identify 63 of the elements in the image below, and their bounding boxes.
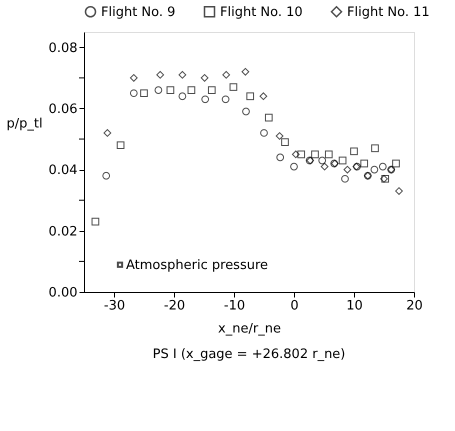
point — [178, 70, 186, 79]
point — [156, 70, 164, 79]
y-tick-label: 0.00 — [48, 286, 78, 300]
point — [92, 218, 100, 226]
point — [281, 138, 289, 146]
point — [222, 70, 230, 79]
x-tick-label: -20 — [164, 298, 186, 314]
point — [371, 144, 379, 152]
point — [178, 92, 186, 100]
point — [201, 95, 210, 104]
point — [166, 86, 174, 94]
point — [242, 68, 250, 76]
point — [116, 141, 124, 150]
point — [297, 150, 306, 158]
point — [260, 129, 268, 137]
point — [130, 89, 138, 98]
point — [395, 187, 403, 195]
point — [276, 132, 284, 140]
y-tick-label: 0.06 — [48, 102, 78, 117]
point — [188, 86, 196, 94]
legend-label: Flight No. 9 — [101, 4, 176, 20]
point — [338, 156, 346, 164]
point — [222, 95, 230, 104]
legend-label: Flight No. 10 — [220, 4, 303, 20]
y-tick-label: 0.04 — [48, 163, 78, 178]
point — [344, 166, 352, 174]
point — [320, 162, 328, 170]
point — [200, 74, 208, 82]
point — [311, 150, 319, 158]
point — [130, 74, 138, 82]
point — [324, 150, 333, 158]
x-tick-label: -30 — [104, 298, 126, 314]
y-tick-label: 0.02 — [48, 224, 78, 240]
point — [242, 108, 250, 116]
point — [360, 160, 368, 168]
point — [102, 172, 110, 180]
point — [208, 86, 216, 94]
point — [378, 162, 387, 170]
point — [290, 162, 298, 170]
x-tick-label: 20 — [406, 298, 423, 314]
point — [341, 174, 349, 183]
point — [392, 160, 400, 168]
point — [104, 129, 112, 137]
point — [370, 166, 378, 174]
x-tick-label: -10 — [224, 298, 246, 314]
annotation: Atmospheric pressure — [126, 258, 268, 273]
point — [350, 147, 358, 156]
y-axis-title: p/p_tl — [6, 116, 43, 132]
point — [292, 150, 300, 158]
point — [318, 156, 326, 164]
text: PS I (x_gage = +26.802 r_ne) — [152, 347, 346, 362]
point — [140, 89, 148, 98]
point — [154, 86, 162, 94]
y-tick-label: 0.08 — [48, 40, 78, 56]
point — [246, 92, 254, 100]
point — [230, 83, 238, 91]
legend-label: Flight No. 11 — [347, 4, 430, 20]
point — [264, 114, 273, 122]
point — [260, 92, 268, 100]
x-axis-title: x_ne/r_ne — [218, 322, 281, 336]
x-tick-label: 10 — [346, 298, 363, 314]
x-tick-label: 0 — [290, 298, 299, 314]
point — [276, 154, 284, 162]
